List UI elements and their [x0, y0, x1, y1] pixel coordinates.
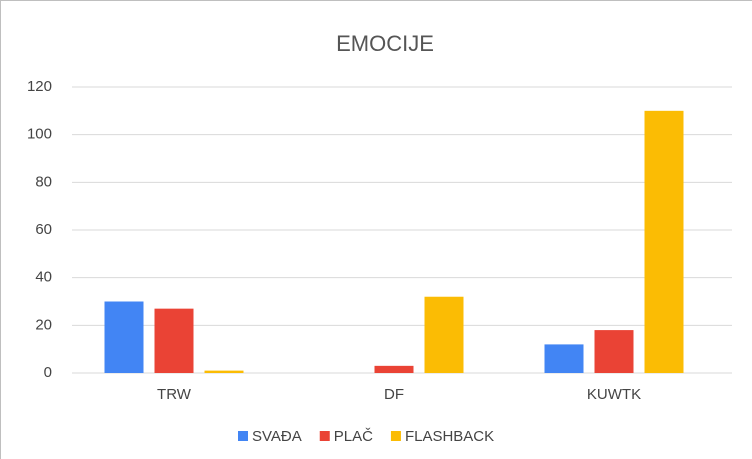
- bar: [544, 344, 584, 373]
- bar: [374, 365, 414, 373]
- y-tick-label: 120: [27, 78, 52, 95]
- bar: [204, 370, 244, 373]
- y-tick-label: 0: [44, 364, 52, 381]
- y-tick-label: 40: [35, 269, 52, 286]
- x-tick-label: TRW: [157, 386, 192, 403]
- y-tick-label: 100: [27, 126, 52, 143]
- x-tick-label: DF: [384, 386, 404, 403]
- legend-swatch: [390, 431, 401, 441]
- legend-swatch: [319, 431, 330, 441]
- bar: [644, 110, 684, 373]
- bar: [424, 296, 464, 373]
- y-tick-label: 80: [35, 173, 52, 190]
- bar: [104, 301, 144, 373]
- legend-label: FLASHBACK: [405, 428, 494, 445]
- legend-label: PLAČ: [334, 428, 373, 445]
- legend-swatch: [238, 431, 248, 441]
- bar: [594, 330, 634, 373]
- chart-title: EMOCIJE: [336, 31, 434, 56]
- bar: [154, 308, 194, 373]
- x-tick-label: KUWTK: [587, 386, 641, 403]
- legend-label: SVAĐA: [252, 428, 302, 445]
- y-tick-label: 20: [35, 316, 52, 333]
- y-tick-label: 60: [35, 221, 52, 238]
